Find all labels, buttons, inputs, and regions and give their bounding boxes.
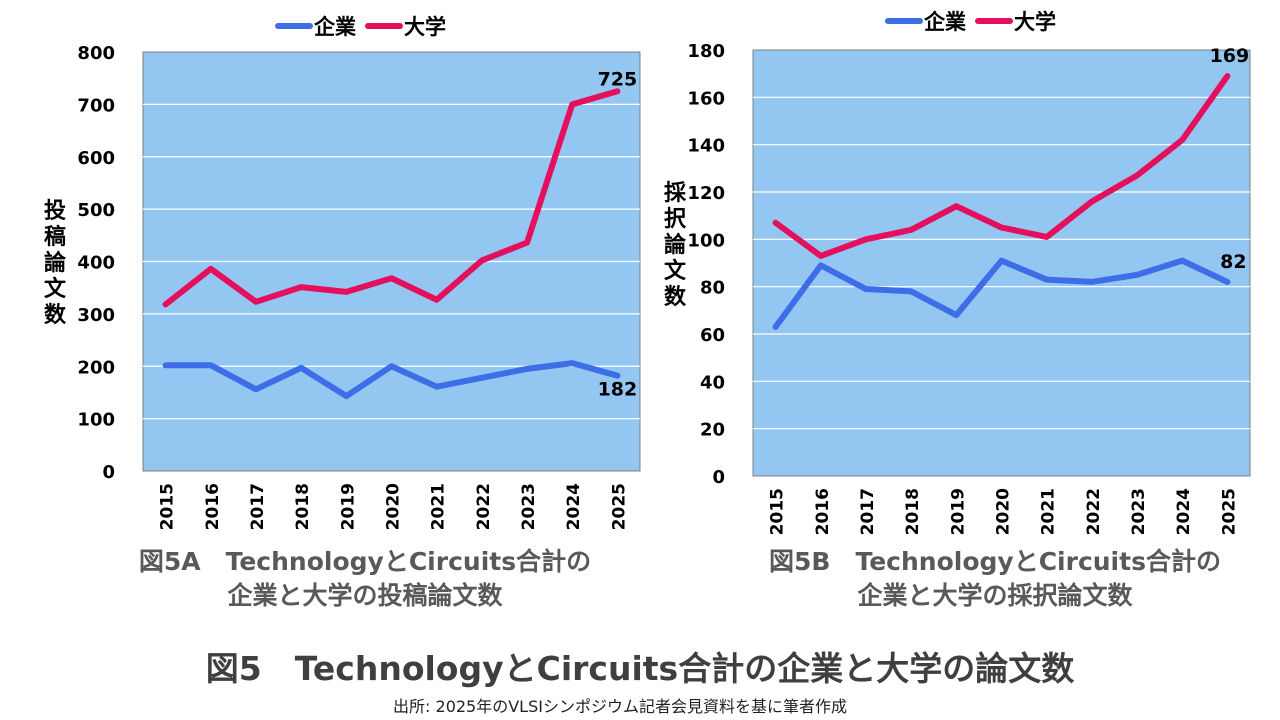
chart-5b-caption: 図5B TechnologyとCircuits合計の 企業と大学の採択論文数 xyxy=(690,545,1280,613)
chart-5a-ylabel-char: 数 xyxy=(44,302,67,328)
chart-5a-xtick-label: 2022 xyxy=(474,483,494,530)
chart-5b-ytick-label: 0 xyxy=(712,467,725,488)
chart-5a-end-label-university: 725 xyxy=(598,68,638,90)
chart-5a-end-label-company: 182 xyxy=(598,379,638,401)
chart-5b-ytick-label: 80 xyxy=(700,278,725,299)
chart-5a-xtick-label: 2017 xyxy=(248,483,268,530)
chart-5a-ytick-label: 100 xyxy=(77,410,115,431)
figure-title: 図5 TechnologyとCircuits合計の企業と大学の論文数 xyxy=(205,649,1075,688)
chart-5b-xtick-label: 2015 xyxy=(768,488,788,535)
chart-5a-ytick-label: 0 xyxy=(102,462,115,483)
chart-5b-caption-line2: 企業と大学の採択論文数 xyxy=(857,581,1133,610)
chart-5a-xtick-label: 2018 xyxy=(293,483,313,530)
chart-5a-ytick-label: 300 xyxy=(77,305,115,326)
chart-5a-xtick-label: 2020 xyxy=(384,483,404,530)
chart-5b-ylabel-char: 択 xyxy=(664,207,687,232)
chart-5a-ylabel-char: 論 xyxy=(44,250,67,276)
chart-5a-caption-line1: 図5A TechnologyとCircuits合計の xyxy=(138,547,592,576)
chart-5a-caption-line2: 企業と大学の投稿論文数 xyxy=(227,581,503,610)
chart-5b-xtick-label: 2016 xyxy=(813,488,833,535)
chart-5b-xtick-label: 2025 xyxy=(1219,488,1239,535)
chart-5a-legend-label: 大学 xyxy=(404,15,446,39)
chart-5a-xtick-label: 2021 xyxy=(429,483,449,530)
chart-5a-ytick-label: 200 xyxy=(77,357,115,378)
chart-5b-ytick-label: 140 xyxy=(687,136,725,157)
chart-5a-ytick-label: 500 xyxy=(77,200,115,221)
chart-5b-xtick-label: 2018 xyxy=(903,488,923,535)
chart-5a-ytick-label: 600 xyxy=(77,148,115,169)
chart-5a-xtick-label: 2024 xyxy=(564,483,584,530)
chart-5b-ytick-label: 60 xyxy=(700,325,725,346)
chart-5a-caption: 図5A TechnologyとCircuits合計の 企業と大学の投稿論文数 xyxy=(60,545,670,613)
chart-5a-xtick-label: 2015 xyxy=(158,483,178,530)
chart-5a-legend-label: 企業 xyxy=(313,15,357,39)
chart-5b-xtick-label: 2023 xyxy=(1129,488,1149,535)
chart-5b-ylabel-char: 文 xyxy=(664,258,687,284)
chart-5b-xtick-label: 2022 xyxy=(1084,488,1104,535)
chart-5b-ylabel-char: 採 xyxy=(664,181,687,206)
chart-5a-ytick-label: 400 xyxy=(77,253,115,274)
chart-5b-ytick-label: 160 xyxy=(687,88,725,109)
chart-5a-ytick-label: 700 xyxy=(77,95,115,116)
chart-5b-xtick-label: 2021 xyxy=(1039,488,1059,535)
chart-5b-ytick-label: 120 xyxy=(687,183,725,204)
chart-5a-ylabel-char: 文 xyxy=(44,276,67,302)
chart-5b-ytick-label: 180 xyxy=(687,41,725,62)
chart-5b-end-label-university: 169 xyxy=(1210,45,1250,67)
chart-5a-xtick-label: 2016 xyxy=(203,483,223,530)
chart-5b-xtick-label: 2024 xyxy=(1174,488,1194,535)
chart-5a-xtick-label: 2023 xyxy=(519,483,539,530)
chart-5b-caption-line1: 図5B TechnologyとCircuits合計の xyxy=(769,547,1221,576)
chart-5a-xtick-label: 2019 xyxy=(338,483,358,530)
chart-5b-ytick-label: 20 xyxy=(700,420,725,441)
chart-5b-ylabel-char: 論 xyxy=(664,232,687,258)
chart-5b-xtick-label: 2019 xyxy=(948,488,968,535)
chart-5a-ylabel-char: 稿 xyxy=(44,224,66,250)
chart-5b-xtick-label: 2020 xyxy=(994,488,1014,535)
chart-5b-ytick-label: 100 xyxy=(687,230,725,251)
chart-5b-ytick-label: 40 xyxy=(700,372,725,393)
chart-5b-end-label-company: 82 xyxy=(1220,251,1246,273)
source-note: 出所: 2025年のVLSIシンポジウム記者会見資料を基に筆者作成 xyxy=(393,697,847,716)
chart-5b-legend-label: 企業 xyxy=(923,10,967,34)
chart-5b-legend-label: 大学 xyxy=(1014,10,1056,34)
chart-5a-xtick-label: 2025 xyxy=(609,483,629,530)
chart-5a-ytick-label: 800 xyxy=(77,43,115,64)
chart-5a-ylabel-char: 投 xyxy=(44,199,66,224)
chart-5b-ylabel-char: 数 xyxy=(664,284,687,310)
chart-5b-xtick-label: 2017 xyxy=(858,488,878,535)
